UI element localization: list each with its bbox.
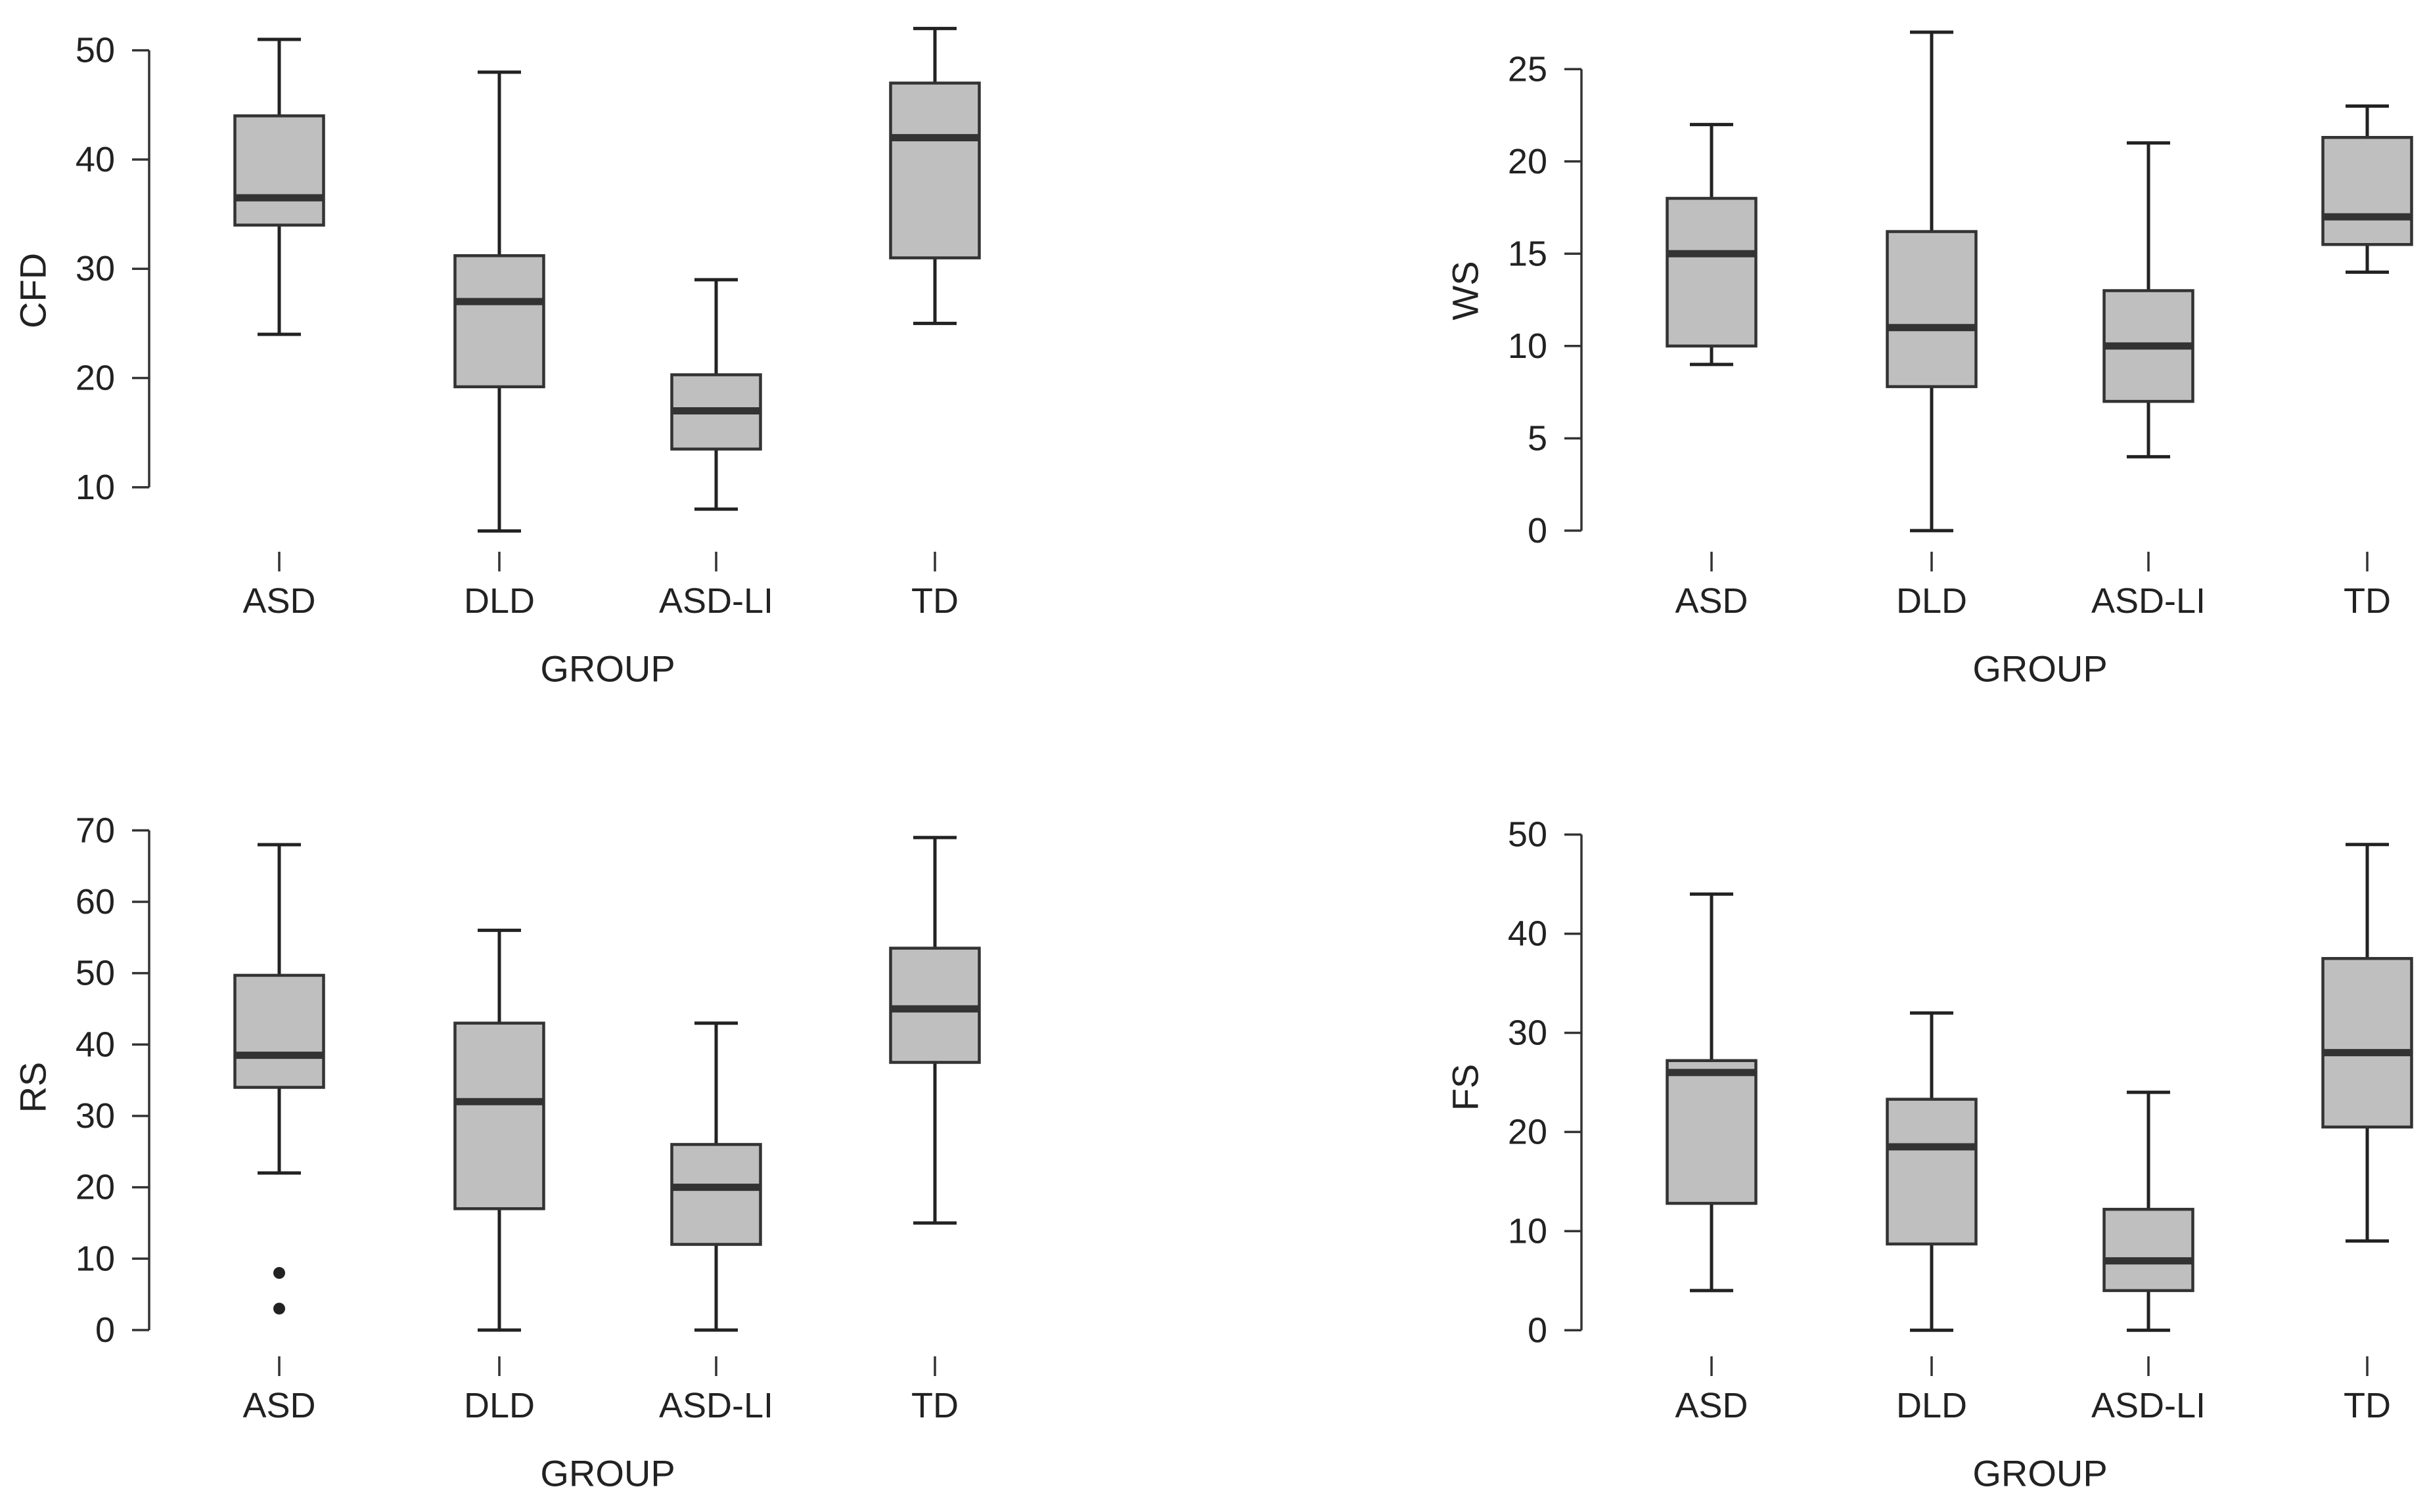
- box-asd-li: [2102, 1090, 2194, 1332]
- x-tick-label-dld: DLD: [464, 581, 535, 621]
- box-dld: [453, 928, 545, 1332]
- x-tick-label-asd-li: ASD-LI: [2091, 581, 2206, 621]
- box-asd-li: [2102, 141, 2194, 458]
- y-tick-label: 10: [76, 1239, 115, 1278]
- iqr-box: [889, 81, 981, 259]
- box-dld: [453, 70, 545, 533]
- x-axis-title: GROUP: [1972, 1453, 2107, 1494]
- x-tick-label-dld: DLD: [1896, 581, 1967, 621]
- panel-rs: 0 10 20 30 40 50 60 70 RS ASD DLD ASD-LI TD GROUP: [12, 811, 981, 1494]
- box-dld: [1886, 30, 1978, 533]
- y-tick-label: 25: [1508, 49, 1547, 89]
- x-axis-title: GROUP: [540, 648, 675, 690]
- box-asd: [1666, 123, 1758, 367]
- x-tick-label-dld: DLD: [464, 1386, 535, 1425]
- panel-fs: 0 10 20 30 40 50 FS ASD DLD ASD-LI TD GROUP: [1445, 815, 2413, 1494]
- x-tick-label-asd: ASD: [1675, 1386, 1748, 1425]
- y-tick-label: 15: [1508, 234, 1547, 273]
- y-tick-label: 50: [1508, 815, 1547, 855]
- iqr-box: [233, 973, 325, 1089]
- iqr-box: [2321, 957, 2413, 1129]
- y-tick-label: 40: [1508, 914, 1547, 954]
- y-tick-label: 30: [76, 249, 115, 288]
- y-tick-label: 60: [76, 882, 115, 922]
- outlier-point: [273, 1302, 285, 1315]
- x-tick-label-asd-li: ASD-LI: [659, 1386, 773, 1425]
- panel-cfd: 10 20 30 40 50 CFD ASD DLD ASD-LI TD GROUP: [12, 26, 981, 690]
- x-tick-label-asd: ASD: [242, 1386, 315, 1425]
- y-tick-label: 5: [1528, 418, 1547, 458]
- iqr-box: [1886, 1098, 1978, 1246]
- box-asd: [233, 37, 325, 336]
- x-tick-label-td: TD: [2344, 581, 2391, 621]
- y-tick-label: 50: [76, 31, 115, 70]
- x-tick-label-dld: DLD: [1896, 1386, 1967, 1425]
- box-asd-li: [670, 278, 762, 511]
- y-axis-title: FS: [1445, 1064, 1486, 1111]
- box-td: [2321, 104, 2413, 274]
- y-axis-title: CFD: [12, 253, 54, 328]
- box-asd: [1666, 892, 1758, 1293]
- box-td: [889, 26, 981, 325]
- iqr-box: [453, 254, 545, 389]
- y-tick-label: 10: [1508, 1211, 1547, 1251]
- y-tick-label: 10: [76, 468, 115, 507]
- outlier-point: [273, 1267, 285, 1279]
- y-axis-title: WS: [1445, 261, 1486, 320]
- box-asd-li: [670, 1021, 762, 1332]
- iqr-box: [670, 1143, 762, 1246]
- iqr-box: [1666, 196, 1758, 348]
- iqr-box: [2102, 1207, 2194, 1293]
- y-tick-label: 0: [1528, 511, 1547, 550]
- x-tick-label-asd-li: ASD-LI: [659, 581, 773, 621]
- y-tick-label: 0: [1528, 1310, 1547, 1350]
- y-tick-label: 50: [76, 954, 115, 993]
- y-tick-label: 40: [76, 1025, 115, 1064]
- box-td: [2321, 843, 2413, 1243]
- y-tick-label: 30: [1508, 1013, 1547, 1052]
- box-td: [889, 835, 981, 1225]
- y-axis-title: RS: [12, 1062, 54, 1113]
- y-tick-label: 20: [76, 359, 115, 398]
- x-tick-label-asd: ASD: [242, 581, 315, 621]
- y-tick-label: 0: [95, 1310, 115, 1350]
- y-tick-label: 20: [1508, 142, 1547, 181]
- y-tick-label: 40: [76, 140, 115, 179]
- iqr-box: [233, 114, 325, 227]
- y-tick-label: 70: [76, 811, 115, 850]
- x-tick-label-asd-li: ASD-LI: [2091, 1386, 2206, 1425]
- iqr-box: [453, 1021, 545, 1211]
- x-tick-label-td: TD: [911, 1386, 959, 1425]
- box-asd: [233, 843, 325, 1315]
- x-tick-label-td: TD: [911, 581, 959, 621]
- panel-ws: 0 5 10 15 20 25 WS ASD DLD ASD-LI TD GROUP: [1445, 30, 2413, 690]
- x-axis-title: GROUP: [540, 1453, 675, 1494]
- y-tick-label: 30: [76, 1096, 115, 1136]
- x-axis-title: GROUP: [1972, 648, 2107, 690]
- x-tick-label-asd: ASD: [1675, 581, 1748, 621]
- iqr-box: [1886, 230, 1978, 388]
- y-tick-label: 20: [1508, 1112, 1547, 1151]
- x-tick-label-td: TD: [2344, 1386, 2391, 1425]
- iqr-box: [2321, 135, 2413, 246]
- y-tick-label: 10: [1508, 326, 1547, 366]
- y-tick-label: 20: [76, 1168, 115, 1207]
- box-dld: [1886, 1011, 1978, 1332]
- iqr-box: [1666, 1059, 1758, 1205]
